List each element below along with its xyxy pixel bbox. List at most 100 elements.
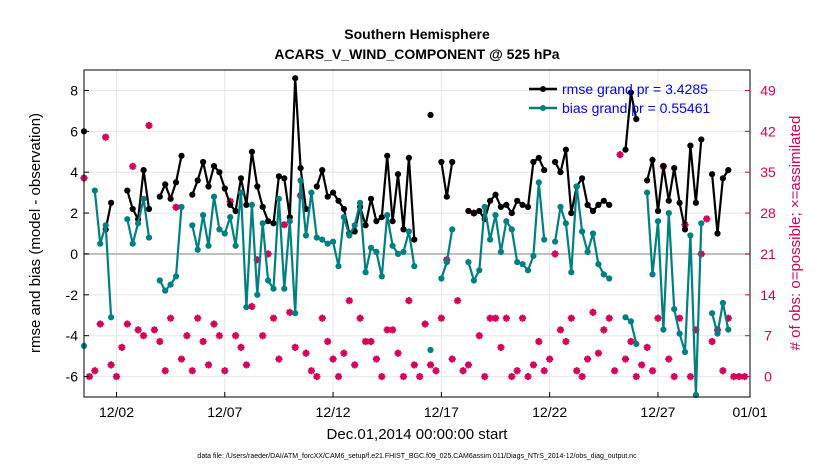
y-tick-label-right: 35 <box>760 164 776 180</box>
series-bias-point <box>292 310 299 317</box>
series-rmse-point <box>427 111 434 119</box>
series-rmse-point <box>281 175 288 182</box>
series-rmse-point <box>178 152 185 159</box>
obs-marker <box>372 355 380 363</box>
series-bias-point <box>530 252 537 260</box>
obs-marker <box>232 332 240 340</box>
obs-marker <box>486 314 494 322</box>
series-bias-point <box>346 232 353 239</box>
series-rmse-point <box>698 136 705 143</box>
obs-marker <box>703 215 711 223</box>
series-rmse-point <box>140 167 147 174</box>
series-bias-point <box>265 277 272 284</box>
series-rmse-point <box>394 171 402 178</box>
obs-marker <box>491 314 500 322</box>
series-rmse-point <box>362 222 369 229</box>
series-bias-point <box>172 273 180 280</box>
series-bias-point <box>394 250 402 257</box>
obs-marker <box>129 162 137 170</box>
obs-marker <box>481 372 489 381</box>
series-bias-point <box>362 269 369 276</box>
series-bias-point <box>649 271 656 278</box>
y-tick-label-left: 6 <box>70 123 78 139</box>
series-rmse-point <box>687 142 694 149</box>
obs-marker <box>237 343 245 351</box>
y-axis-label-right: # of obs: o=possible; ×=assimilated <box>787 116 804 351</box>
series-bias-point <box>237 189 245 196</box>
series-rmse-point <box>167 195 174 202</box>
x-tick-label: 01/01 <box>732 404 767 420</box>
obs-marker <box>708 337 716 346</box>
series-rmse-point <box>552 158 559 166</box>
series-bias-point <box>259 220 266 227</box>
obs-marker <box>621 355 630 363</box>
footnote: data file: /Users/raeder/DAI/ATM_forcXX/… <box>197 453 637 460</box>
series-rmse-point <box>411 236 418 243</box>
obs-marker <box>188 367 196 375</box>
series-rmse-line <box>711 169 730 235</box>
series-bias-point <box>330 238 337 245</box>
series-rmse-point <box>297 165 304 172</box>
series-rmse-point <box>557 169 564 176</box>
series-rmse-point <box>259 203 266 210</box>
obs-marker <box>676 314 684 322</box>
series-bias-point <box>275 195 282 202</box>
series-bias-point <box>557 203 564 210</box>
series-rmse-point <box>189 191 196 198</box>
series-rmse-point <box>367 195 375 202</box>
series-bias-point <box>270 285 277 292</box>
y-tick-label-right: 0 <box>764 369 772 385</box>
series-rmse-point <box>108 199 115 206</box>
series-bias-point <box>411 263 418 270</box>
obs-marker <box>167 314 175 322</box>
obs-marker <box>318 314 326 322</box>
obs-marker <box>513 367 521 375</box>
obs-marker <box>502 314 510 322</box>
obs-marker <box>578 372 586 381</box>
series-layer <box>80 75 732 399</box>
series-bias-point <box>671 306 678 313</box>
series-rmse-point <box>449 158 456 166</box>
series-rmse-point <box>508 210 515 217</box>
obs-marker <box>540 367 548 375</box>
series-bias-point <box>535 179 542 186</box>
series-rmse-point <box>221 185 228 192</box>
series-bias-point <box>351 222 358 229</box>
obs-marker <box>475 332 483 340</box>
series-rmse-point <box>275 173 282 180</box>
series-bias-point <box>297 177 304 184</box>
x-tick-label: 12/12 <box>316 404 351 420</box>
series-bias-point <box>606 275 613 282</box>
series-bias-point <box>584 248 591 255</box>
series-rmse-point <box>292 75 299 82</box>
obs-marker <box>242 361 251 369</box>
series-rmse-point <box>129 205 136 213</box>
obs-marker <box>638 361 646 369</box>
series-bias-point <box>335 263 342 270</box>
series-rmse-point <box>216 169 223 176</box>
series-bias-point <box>573 183 580 190</box>
series-bias-point <box>698 220 705 227</box>
obs-marker <box>421 320 429 328</box>
series-bias-point <box>595 261 602 268</box>
series-rmse-point <box>503 201 510 208</box>
series-rmse-point <box>622 146 629 153</box>
series-bias-point <box>427 346 434 354</box>
y-tick-label-left: -6 <box>66 369 79 385</box>
series-bias-point <box>405 228 412 235</box>
series-rmse-point <box>660 163 667 170</box>
series-rmse-point <box>725 167 732 174</box>
series-rmse-point <box>681 226 689 233</box>
series-rmse-point <box>319 167 326 174</box>
series-bias-point <box>248 201 255 208</box>
obs-marker <box>437 314 445 322</box>
x-tick-label: 12/02 <box>99 404 134 420</box>
series-bias-point <box>216 226 223 233</box>
obs-marker <box>535 337 543 346</box>
obs-marker <box>459 367 467 375</box>
obs-marker <box>291 343 299 351</box>
y-tick-label-right: 28 <box>760 205 776 221</box>
series-rmse-point <box>248 148 255 155</box>
obs-marker <box>112 372 121 381</box>
